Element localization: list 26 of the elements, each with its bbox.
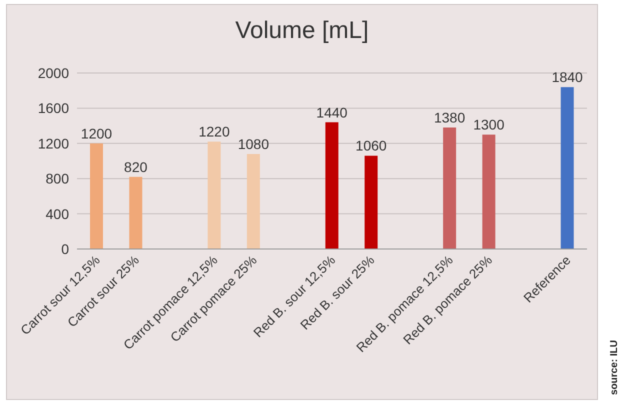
data-label: 1840 bbox=[552, 69, 584, 86]
data-label: 1220 bbox=[198, 124, 230, 140]
data-label: 1380 bbox=[434, 110, 466, 126]
y-tick-label: 400 bbox=[46, 206, 70, 222]
y-tick-label: 800 bbox=[46, 170, 70, 187]
bar bbox=[325, 122, 338, 249]
y-tick-label: 2000 bbox=[38, 64, 70, 81]
bar bbox=[208, 142, 221, 249]
data-label: 1200 bbox=[80, 125, 112, 142]
source-note: source: ILU bbox=[609, 340, 620, 395]
bar bbox=[560, 87, 574, 249]
data-label: 1060 bbox=[356, 138, 387, 154]
chart-title: Volume [mL] bbox=[234, 17, 370, 45]
y-tick-label: 1600 bbox=[38, 100, 70, 116]
data-label: 820 bbox=[124, 158, 148, 175]
data-label: 1080 bbox=[238, 136, 270, 152]
data-label: 1300 bbox=[473, 116, 505, 133]
y-tick-label: 1200 bbox=[38, 135, 70, 152]
bar bbox=[364, 156, 378, 249]
data-label: 1440 bbox=[316, 104, 348, 120]
bar bbox=[482, 134, 496, 249]
bar bbox=[90, 143, 103, 249]
y-tick-label: 0 bbox=[61, 240, 70, 257]
bar bbox=[443, 128, 456, 249]
bar bbox=[246, 154, 260, 249]
bar bbox=[129, 176, 142, 249]
